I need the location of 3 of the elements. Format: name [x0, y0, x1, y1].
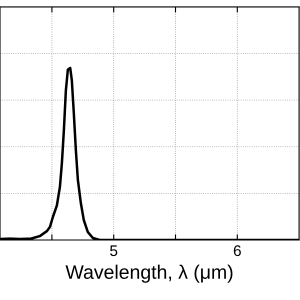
x-axis-title: Wavelength, λ (μm)	[66, 264, 232, 283]
x-tick-label: 6	[234, 245, 241, 256]
x-tick-label: 5	[110, 245, 118, 256]
